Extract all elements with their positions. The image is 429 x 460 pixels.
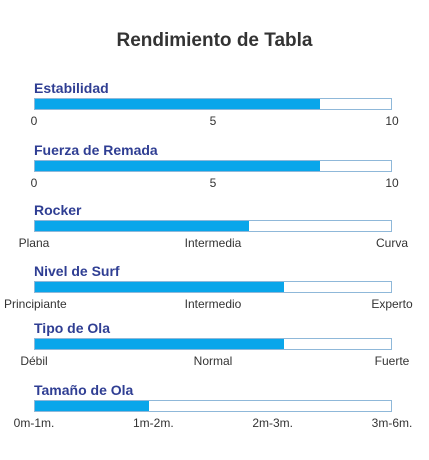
tick-label: 5 xyxy=(209,114,217,128)
tick-label: Plana xyxy=(18,236,50,250)
chart-title: Rendimiento de Tabla xyxy=(116,30,313,51)
tick-label: 3m-6m. xyxy=(371,416,413,430)
tick-label: Intermedia xyxy=(184,236,242,250)
rating-row: Rocker Plana Intermedia Curva xyxy=(0,202,429,252)
tick-label: Intermedio xyxy=(184,297,242,311)
tick-label: 1m-2m. xyxy=(132,416,174,430)
rating-fill xyxy=(35,161,320,171)
tick-label: 2m-3m. xyxy=(252,416,293,430)
tick-label: 0m-1m. xyxy=(13,416,55,430)
rating-fill xyxy=(35,282,285,292)
rating-label: Tamaño de Ola xyxy=(34,382,134,398)
tick-label: 5 xyxy=(209,176,217,190)
rating-label: Estabilidad xyxy=(34,80,109,96)
tick-label: 10 xyxy=(385,176,399,190)
rating-fill xyxy=(35,401,149,411)
rating-track xyxy=(34,338,392,350)
rating-label: Nivel de Surf xyxy=(34,263,120,279)
rating-label: Rocker xyxy=(34,202,82,218)
tick-label: Débil xyxy=(20,354,48,368)
tick-label: 10 xyxy=(385,114,399,128)
rating-track xyxy=(34,160,392,172)
rating-fill xyxy=(35,339,285,349)
rating-row: Tipo de Ola Débil Normal Fuerte xyxy=(0,320,429,370)
tick-label: Curva xyxy=(375,236,408,250)
rating-track xyxy=(34,220,392,232)
tick-label: Principiante xyxy=(4,297,67,311)
rating-track xyxy=(34,400,392,412)
rating-row: Estabilidad 0 5 10 xyxy=(0,80,429,130)
rating-track xyxy=(34,98,392,110)
tick-label: Normal xyxy=(193,354,233,368)
tick-label: 0 xyxy=(30,176,38,190)
rating-row: Tamaño de Ola 0m-1m. 1m-2m. 2m-3m. 3m-6m. xyxy=(0,382,429,432)
rating-row: Fuerza de Remada 0 5 10 xyxy=(0,142,429,192)
rating-row: Nivel de Surf Principiante Intermedio Exper… xyxy=(0,263,429,313)
tick-label: Experto xyxy=(371,297,413,311)
rating-fill xyxy=(35,221,249,231)
rating-label: Tipo de Ola xyxy=(34,320,110,336)
rating-fill xyxy=(35,99,320,109)
rating-track xyxy=(34,281,392,293)
tick-label: Fuerte xyxy=(374,354,410,368)
rating-label: Fuerza de Remada xyxy=(34,142,158,158)
tick-label: 0 xyxy=(30,114,38,128)
